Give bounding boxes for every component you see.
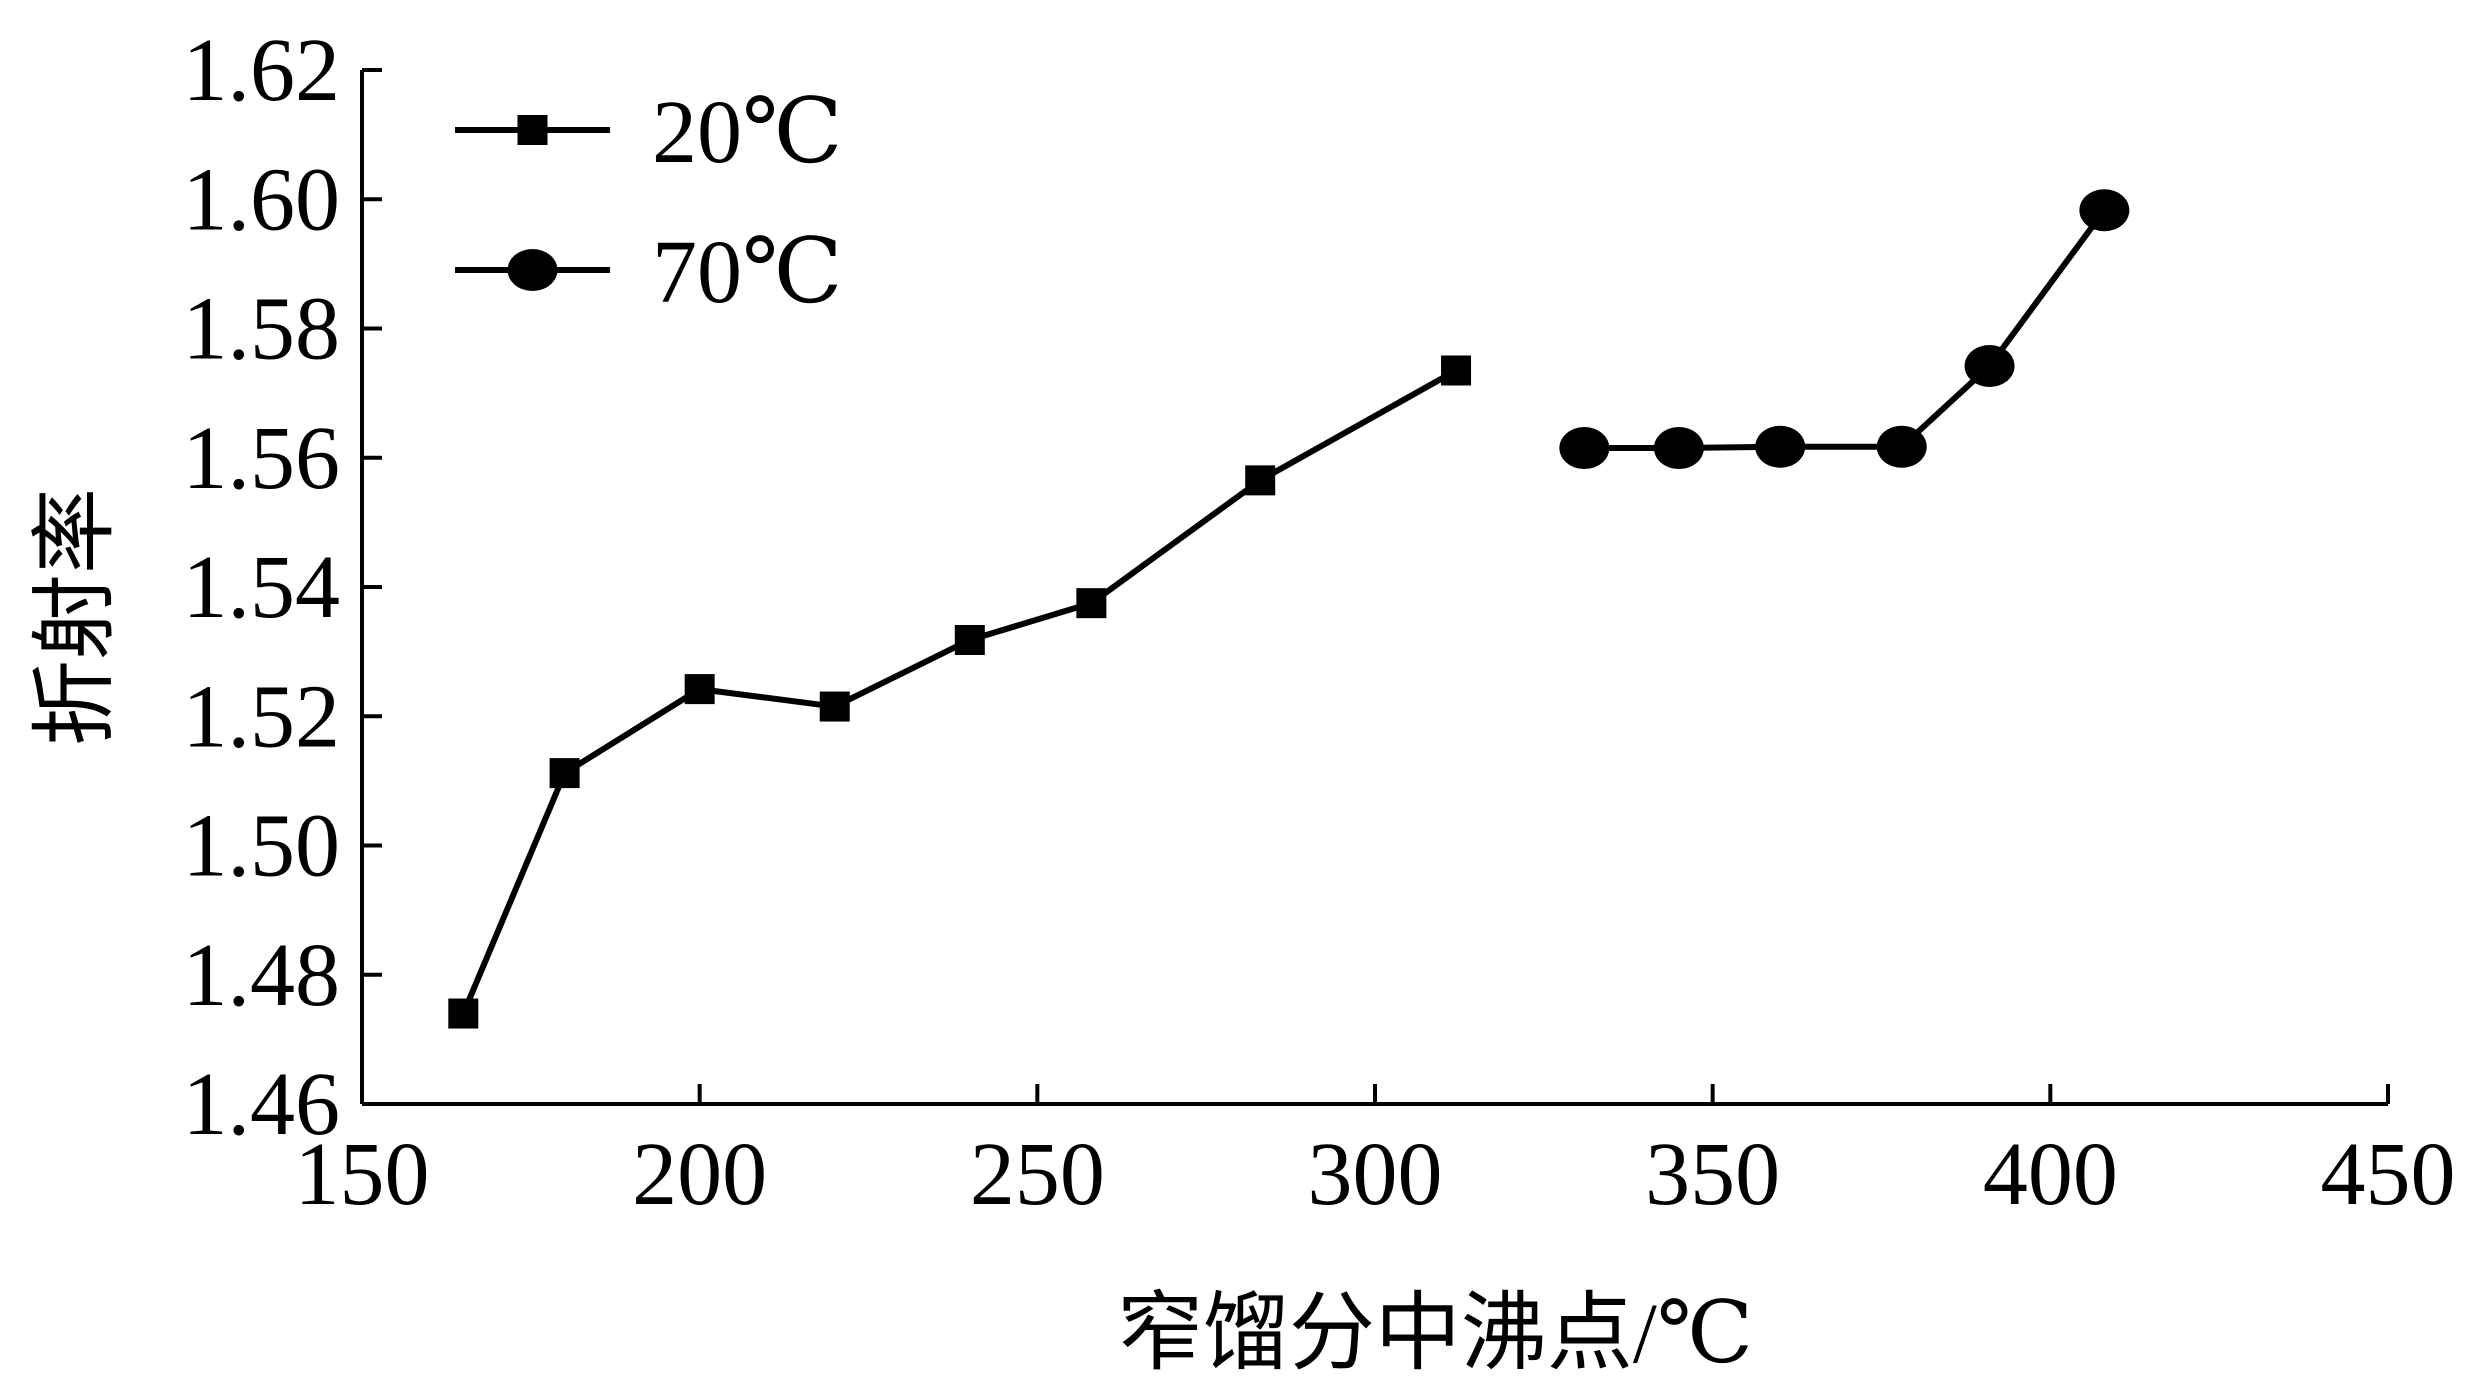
x-tick-label: 250	[970, 1125, 1105, 1224]
series-1	[448, 355, 1472, 1029]
data-point	[954, 624, 985, 655]
y-tick-label: 1.60	[183, 150, 341, 249]
data-point	[819, 691, 850, 722]
data-point	[1876, 425, 1927, 468]
data-point	[1559, 427, 1610, 470]
data-point	[2079, 189, 2130, 232]
y-tick-label: 1.46	[183, 1055, 341, 1154]
y-tick-label: 1.48	[183, 926, 341, 1025]
axes: 150 200 250 300 350 400 450 1.46 1.48 1.50 1.52 1.5…	[183, 21, 2456, 1224]
legend-marker	[507, 249, 558, 291]
y-tick-label: 1.54	[183, 538, 341, 637]
legend-label: 20℃	[652, 83, 843, 182]
x-tick-label: 450	[2321, 1125, 2456, 1224]
data-point	[1245, 465, 1276, 496]
x-tick-label: 350	[1645, 1125, 1780, 1224]
data-point	[1653, 427, 1704, 470]
x-tick-label: 200	[632, 1125, 767, 1224]
data-point	[448, 998, 479, 1029]
series-layer	[448, 189, 2130, 1029]
x-tick-label: 400	[1983, 1125, 2118, 1224]
y-tick-label: 1.50	[183, 797, 341, 896]
x-tick-label: 300	[1308, 1125, 1443, 1224]
x-axis-title: 窄馏分中沸点/℃	[1117, 1285, 1753, 1381]
legend: 20℃70℃	[455, 83, 843, 322]
legend-label: 70℃	[652, 223, 843, 322]
data-point	[1964, 344, 2015, 387]
series-2	[1559, 189, 2130, 470]
x-tick-label: 150	[295, 1125, 430, 1224]
data-point	[1755, 425, 1806, 468]
y-tick-label: 1.56	[183, 409, 341, 508]
series-line	[460, 367, 1458, 1015]
y-tick-label: 1.58	[183, 280, 341, 379]
data-point	[684, 674, 715, 705]
data-point	[549, 758, 580, 789]
series-line	[1584, 208, 2107, 452]
data-point	[1441, 355, 1472, 386]
data-point	[1076, 588, 1107, 619]
legend-marker	[517, 115, 548, 145]
y-tick-label: 1.52	[183, 667, 341, 766]
y-tick-label: 1.62	[183, 21, 341, 120]
y-axis-title: 折射率	[27, 488, 123, 746]
